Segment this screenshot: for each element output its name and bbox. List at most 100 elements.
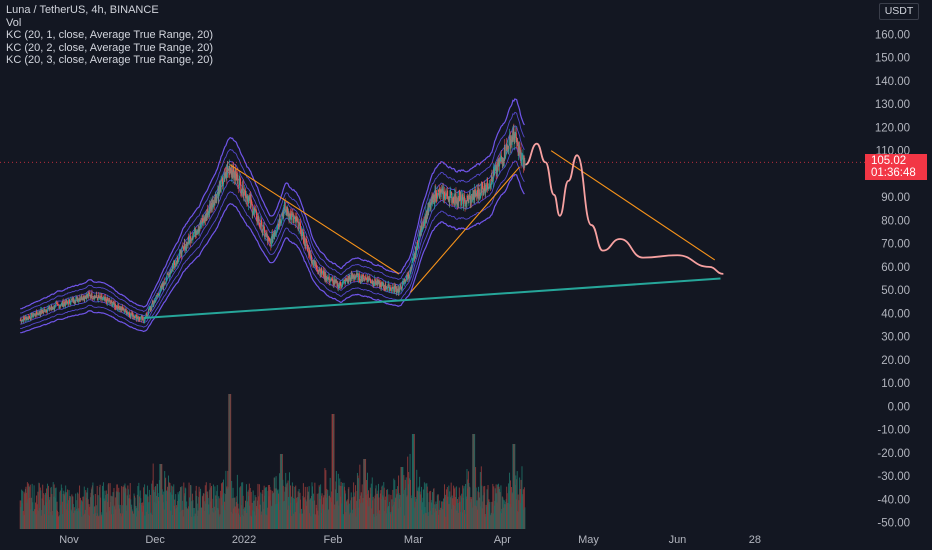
candle-body (132, 312, 134, 318)
candle-body (364, 279, 366, 280)
candle-body (206, 215, 208, 217)
candle-body (468, 198, 469, 203)
candle-body (292, 217, 294, 221)
candle-body (385, 283, 387, 289)
indicator-kc-1[interactable]: KC (20, 1, close, Average True Range, 20… (6, 29, 214, 41)
candle-body (377, 279, 379, 284)
candle-body (403, 279, 405, 284)
candle-body (191, 237, 193, 241)
candle-body (185, 244, 187, 249)
candle-body (359, 279, 361, 281)
candle-body (120, 307, 122, 310)
volume-bar (192, 500, 194, 529)
candle-body (242, 181, 244, 190)
candle-body (91, 293, 93, 299)
candle-body (326, 278, 328, 281)
candle-body (157, 295, 158, 297)
candle-body (338, 284, 340, 287)
candle-body (302, 233, 303, 237)
candle-body (73, 298, 75, 303)
y-tick-label: 50.00 (881, 285, 910, 297)
candle-body (384, 288, 386, 290)
candle-body (265, 232, 267, 236)
currency-button[interactable]: USDT (879, 3, 919, 20)
candle-body (129, 314, 131, 317)
candle-body (122, 308, 124, 311)
candle-body (420, 225, 422, 237)
candle-body (416, 242, 418, 243)
candle-body (239, 178, 241, 180)
candle-body (473, 191, 475, 200)
candle-body (87, 293, 89, 297)
candle-body (511, 136, 513, 141)
candle-body (43, 309, 45, 312)
candle-body (326, 277, 328, 281)
symbol-title[interactable]: Luna / TetherUS, 4h, BINANCE (6, 4, 159, 16)
candle-body (177, 258, 179, 262)
y-tick-label: 20.00 (881, 355, 910, 367)
candle-body (76, 296, 78, 298)
candle-body (337, 282, 339, 289)
candle-body (75, 297, 77, 300)
candle-body (85, 296, 87, 300)
candle-body (429, 202, 431, 208)
candle-body (175, 261, 177, 267)
candle-body (48, 308, 49, 309)
candle-body (198, 229, 200, 231)
candle-body (55, 303, 57, 305)
candle-body (21, 319, 23, 322)
candle-body (436, 197, 438, 199)
candle-body (463, 196, 465, 208)
candle-body (202, 218, 203, 221)
candle-body (521, 158, 523, 160)
candle-body (24, 319, 26, 320)
candle-body (149, 308, 151, 310)
candle-body (273, 235, 275, 237)
x-tick-label: 2022 (232, 534, 256, 546)
candle-body (92, 298, 93, 300)
candle-body (448, 197, 450, 203)
candle-body (92, 298, 94, 299)
candle-body (410, 269, 412, 272)
candle-body (132, 315, 134, 318)
candle-body (290, 214, 292, 220)
indicator-kc-2[interactable]: KC (20, 2, close, Average True Range, 20… (6, 41, 214, 54)
candle-body (295, 218, 297, 223)
candle-body (32, 312, 34, 317)
candle-body (374, 278, 376, 283)
volume-bar (376, 493, 378, 529)
indicator-vol[interactable]: Vol (6, 16, 22, 29)
candle-body (249, 196, 251, 199)
indicator-kc-3[interactable]: KC (20, 3, close, Average True Range, 20… (6, 54, 214, 66)
candle-body (329, 282, 331, 283)
candle-body (512, 132, 514, 143)
candle-body (395, 286, 397, 289)
chart-legend: Luna / TetherUS, 4h, BINANCE Vol KC (20,… (6, 4, 213, 67)
candle-body (500, 155, 502, 158)
candle-body (496, 166, 498, 174)
candle-body (102, 299, 103, 301)
candle-body (226, 167, 228, 178)
candle-body (84, 296, 86, 299)
candle-body (26, 317, 28, 321)
candle-body (27, 316, 29, 319)
candle-body (320, 267, 322, 274)
candle-body (234, 177, 236, 179)
candle-body (74, 302, 76, 304)
candle-body (230, 168, 232, 171)
candle-body (340, 285, 342, 287)
candle-body (170, 270, 172, 272)
candle-body (40, 309, 42, 315)
candle-body (63, 302, 65, 305)
candle-body (160, 285, 162, 288)
candle-body (165, 280, 167, 284)
candle-body (116, 307, 118, 310)
candle-body (362, 274, 364, 280)
volume-bar (80, 500, 82, 529)
candle-body (260, 220, 262, 222)
candle-body (488, 187, 490, 189)
candle-body (109, 300, 111, 303)
candle-body (102, 298, 104, 300)
volume-bar (260, 492, 262, 529)
